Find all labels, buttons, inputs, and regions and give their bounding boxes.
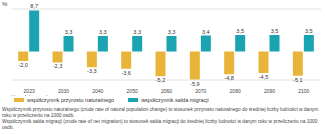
svg-text:3,5: 3,5 [271, 28, 279, 34]
html-text:współczynnik przyrostu natural: współczynnik przyrostu naturalnego [27, 97, 115, 103]
svg-text:3,5: 3,5 [305, 28, 313, 34]
svg-text:2030: 2030 [58, 88, 69, 94]
svg-text:-4,5: -4,5 [259, 74, 268, 80]
svg-text:-3,3: -3,3 [87, 68, 96, 74]
svg-text:2050: 2050 [127, 88, 138, 94]
svg-text:-5,9: -5,9 [190, 81, 199, 87]
svg-text:2070: 2070 [195, 88, 206, 94]
svg-text:2060: 2060 [161, 88, 172, 94]
svg-text:-4,8: -4,8 [224, 75, 233, 81]
svg-text:3,4: 3,4 [202, 29, 210, 35]
svg-text:3,3: 3,3 [168, 29, 176, 35]
svg-text:3,5: 3,5 [236, 28, 244, 34]
svg-text:-3,6: -3,6 [121, 70, 130, 76]
svg-text:-2,0: -2,0 [18, 62, 27, 68]
svg-text:3,3: 3,3 [133, 29, 141, 35]
svg-text:2100: 2100 [298, 88, 309, 94]
html-text:Współczynnik przyrostu natural: Współczynnik przyrostu naturalnego (crud… [2, 107, 319, 118]
svg-text:-5,2: -5,2 [156, 77, 165, 83]
svg-text:2040: 2040 [92, 88, 103, 94]
svg-text:2090: 2090 [264, 88, 275, 94]
html-text:Współczynnik salda migracji (c: Współczynnik salda migracji (crude rate … [2, 119, 318, 130]
svg-text:-2,3: -2,3 [53, 63, 62, 69]
svg-text:8,7: 8,7 [30, 3, 38, 9]
svg-text:3,3: 3,3 [65, 29, 73, 35]
svg-text:2080: 2080 [230, 88, 241, 94]
svg-text:3,3: 3,3 [99, 29, 107, 35]
html-text:współczynnik salda migracji: współczynnik salda migracji [141, 97, 209, 103]
svg-text:-5,1: -5,1 [293, 77, 302, 83]
svg-text:2023(dane faktyczne): 2023(dane faktyczne) [11, 88, 48, 96]
